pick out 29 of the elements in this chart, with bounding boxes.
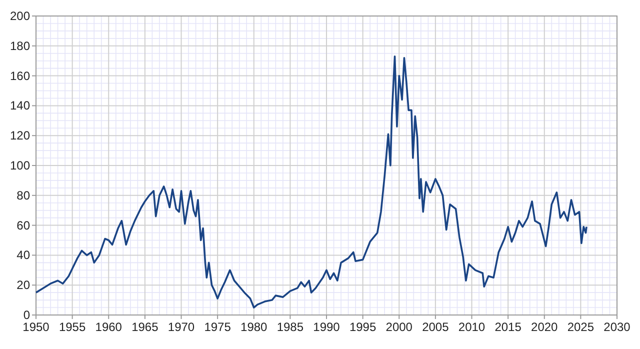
y-tick-label: 180 [10, 38, 30, 53]
x-tick-label: 2025 [567, 320, 594, 334]
x-tick-label: 1995 [349, 320, 376, 334]
y-tick-label: 200 [10, 9, 30, 23]
y-tick-label: 40 [16, 248, 30, 262]
line-series [35, 55, 588, 308]
y-tick-label: 80 [16, 188, 30, 202]
x-tick-label: 1975 [204, 320, 232, 334]
x-tick-label: 1950 [22, 320, 50, 334]
x-tick-label: 1980 [240, 320, 268, 334]
x-tick-label: 2010 [458, 320, 486, 334]
y-tick-label: 120 [10, 128, 30, 143]
x-tick-label: 2005 [422, 320, 450, 334]
x-tick-label: 1960 [95, 320, 122, 334]
x-tick-label: 1985 [276, 320, 304, 334]
x-tick-label: 1965 [132, 320, 159, 334]
y-tick-label: 160 [10, 68, 30, 83]
x-tick-label: 2020 [531, 320, 558, 334]
x-tick-label: 1990 [313, 320, 340, 334]
x-tick-label: 1955 [58, 320, 86, 334]
y-tick-label: 100 [10, 158, 30, 172]
x-tick-label: 2000 [386, 320, 413, 334]
y-tick-label: 60 [16, 218, 30, 232]
x-tick-label: 2015 [494, 320, 522, 334]
y-tick-label: 20 [16, 278, 30, 292]
y-tick-label: 0 [23, 308, 30, 322]
x-tick-label: 1970 [168, 320, 195, 334]
x-tick-label: 2030 [604, 320, 631, 334]
y-tick-label: 140 [10, 98, 30, 113]
